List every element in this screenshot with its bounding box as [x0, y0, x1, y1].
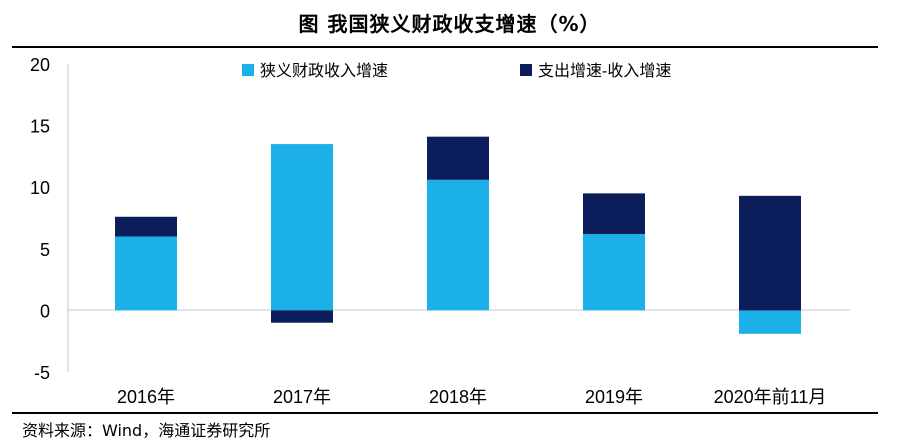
- bars: [115, 136, 801, 334]
- title-rule: [12, 46, 878, 48]
- bar-series-2: [115, 216, 177, 237]
- x-tick-label: 2017年: [273, 387, 331, 407]
- bar-series-1: [739, 310, 801, 334]
- x-tick-label: 2019年: [585, 387, 643, 407]
- bar-series-1: [427, 179, 489, 311]
- y-tick-label: 15: [30, 117, 50, 137]
- bar-series-1: [583, 234, 645, 311]
- chart-title: 图 我国狭义财政收支增速（%）: [298, 12, 601, 36]
- y-axis: 20 15 10 5 0 -5: [30, 55, 50, 383]
- bar-series-1: [271, 144, 333, 311]
- source-note: 资料来源：Wind，海通证券研究所: [22, 421, 271, 440]
- y-tick-label: 0: [40, 301, 50, 321]
- legend-swatch-series-2: [520, 64, 532, 76]
- x-tick-label: 2018年: [429, 387, 487, 407]
- y-tick-label: 10: [30, 178, 50, 198]
- bar-series-2: [427, 136, 489, 180]
- y-tick-label: -5: [34, 363, 50, 383]
- y-tick-label: 20: [30, 55, 50, 75]
- legend-swatch-series-1: [242, 64, 254, 76]
- legend: 狭义财政收入增速 支出增速-收入增速: [242, 62, 671, 80]
- legend-label-series-2: 支出增速-收入增速: [538, 62, 671, 80]
- bar-series-1: [115, 236, 177, 311]
- bar-series-2: [739, 195, 801, 311]
- x-tick-label: 2020年前11月: [714, 387, 827, 407]
- bar-series-2: [583, 193, 645, 235]
- y-tick-label: 5: [40, 240, 50, 260]
- bar-series-2: [271, 310, 333, 323]
- source-rule: [12, 412, 878, 414]
- legend-label-series-1: 狭义财政收入增速: [260, 62, 388, 80]
- x-axis: 2016年 2017年 2018年 2019年 2020年前11月: [117, 387, 826, 407]
- x-tick-label: 2016年: [117, 387, 175, 407]
